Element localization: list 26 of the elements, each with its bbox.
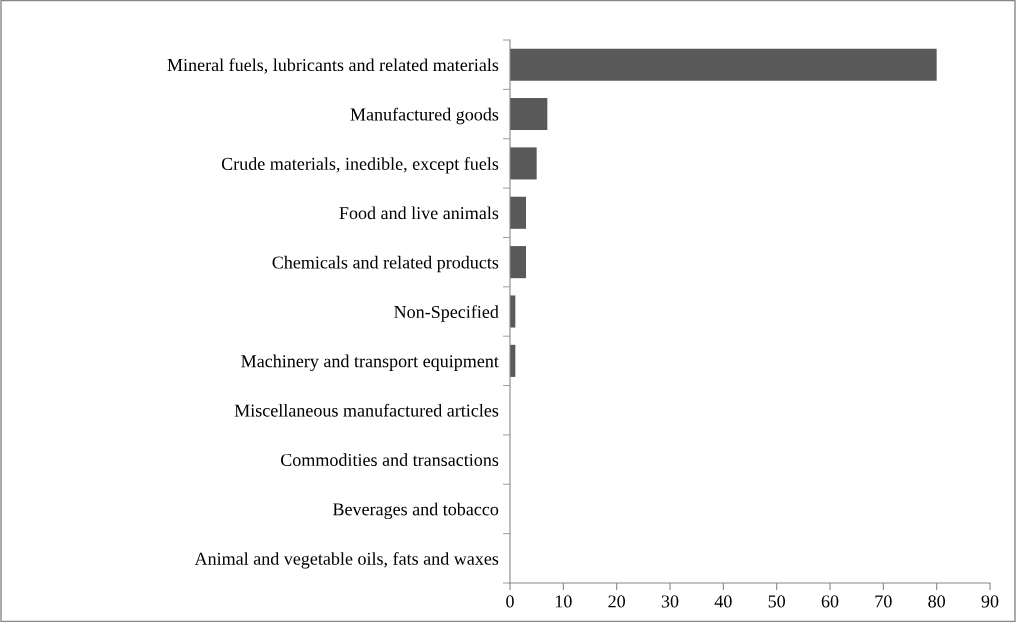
x-tick-label: 40 (714, 595, 732, 608)
bar (510, 48, 937, 81)
x-tick-label: 0 (506, 595, 514, 608)
y-tick-label: Crude materials, inedible, except fuels (221, 157, 499, 174)
y-tick-label: Non-Specified (394, 305, 499, 322)
x-tick-label: 70 (875, 595, 892, 608)
x-tick-label: 90 (981, 595, 999, 608)
y-tick-label: Beverages and tobacco (332, 502, 499, 520)
y-tick-label: Manufactured goods (350, 107, 499, 125)
y-tick-label: Mineral fuels, lubricants and related materials (167, 58, 499, 74)
y-tick-label: Food and live animals (339, 206, 499, 220)
bar (510, 98, 548, 131)
y-tick-label: Chemicals and related products (272, 255, 499, 273)
y-tick-label: Machinery and transport equipment (241, 354, 499, 372)
x-tick-label: 20 (608, 595, 626, 608)
bar (510, 196, 526, 229)
x-tick-label: 50 (768, 595, 786, 608)
bar (510, 246, 526, 279)
x-tick-label: 30 (661, 595, 679, 608)
x-tick-label: 80 (928, 595, 946, 608)
y-tick-label: Animal and vegetable oils, fats and waxes (194, 551, 499, 569)
x-tick-label: 60 (821, 595, 839, 608)
y-tick-label: Miscellaneous manufactured articles (234, 403, 499, 417)
bar (510, 147, 537, 180)
y-tick-label: Commodities and transactions (280, 453, 499, 467)
x-tick-label: 10 (555, 595, 572, 608)
